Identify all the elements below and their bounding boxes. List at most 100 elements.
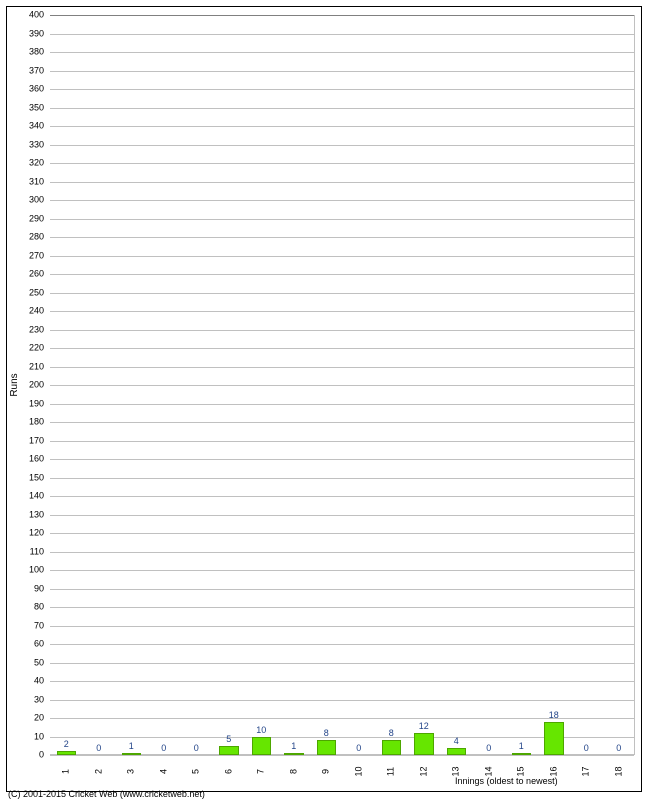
bar xyxy=(382,740,402,755)
x-tick-label: 2 xyxy=(94,769,103,774)
y-tick-label: 140 xyxy=(0,492,44,501)
bar xyxy=(284,753,304,755)
gridline xyxy=(50,163,634,164)
gridline xyxy=(50,52,634,53)
bar xyxy=(414,733,434,755)
bar-value-label: 5 xyxy=(226,735,231,744)
x-tick-label: 16 xyxy=(549,766,558,776)
y-tick-label: 80 xyxy=(0,603,44,612)
bar-value-label: 4 xyxy=(454,737,459,746)
gridline xyxy=(50,404,634,405)
x-tick-label: 9 xyxy=(322,769,331,774)
y-tick-label: 360 xyxy=(0,85,44,94)
y-tick-label: 340 xyxy=(0,122,44,131)
x-axis-label: Innings (oldest to newest) xyxy=(455,777,558,786)
gridline xyxy=(50,274,634,275)
x-tick-label: 11 xyxy=(387,767,396,776)
gridline xyxy=(50,700,634,701)
y-tick-label: 30 xyxy=(0,695,44,704)
gridline xyxy=(50,552,634,553)
y-tick-label: 160 xyxy=(0,455,44,464)
bar-value-label: 12 xyxy=(419,722,429,731)
gridline xyxy=(50,89,634,90)
bar-value-label: 2 xyxy=(64,740,69,749)
bar-value-label: 8 xyxy=(389,729,394,738)
y-tick-label: 260 xyxy=(0,270,44,279)
y-tick-label: 0 xyxy=(0,751,44,760)
y-tick-label: 100 xyxy=(0,566,44,575)
y-tick-label: 300 xyxy=(0,196,44,205)
gridline xyxy=(50,589,634,590)
gridline xyxy=(50,71,634,72)
gridline xyxy=(50,367,634,368)
bar xyxy=(317,740,337,755)
x-tick-label: 8 xyxy=(289,769,298,774)
y-tick-label: 390 xyxy=(0,29,44,38)
bar xyxy=(544,722,564,755)
y-tick-label: 190 xyxy=(0,399,44,408)
x-tick-label: 12 xyxy=(419,766,428,776)
gridline xyxy=(50,626,634,627)
bar-value-label: 1 xyxy=(519,742,524,751)
bar-value-label: 0 xyxy=(194,744,199,753)
y-tick-label: 290 xyxy=(0,214,44,223)
bar-value-label: 0 xyxy=(584,744,589,753)
gridline xyxy=(50,663,634,664)
bar xyxy=(57,751,77,755)
gridline xyxy=(50,330,634,331)
y-tick-label: 350 xyxy=(0,103,44,112)
y-tick-label: 90 xyxy=(0,584,44,593)
x-tick-label: 10 xyxy=(354,766,363,776)
gridline xyxy=(50,515,634,516)
y-tick-label: 380 xyxy=(0,48,44,57)
bar-value-label: 0 xyxy=(616,744,621,753)
bar xyxy=(447,748,467,755)
gridline xyxy=(50,459,634,460)
gridline xyxy=(50,108,634,109)
x-tick-label: 14 xyxy=(484,766,493,776)
y-tick-label: 180 xyxy=(0,418,44,427)
y-tick-label: 10 xyxy=(0,732,44,741)
bar-value-label: 0 xyxy=(161,744,166,753)
gridline xyxy=(50,718,634,719)
bar xyxy=(219,746,239,755)
y-tick-label: 230 xyxy=(0,325,44,334)
gridline xyxy=(50,293,634,294)
bar-value-label: 0 xyxy=(486,744,491,753)
gridline xyxy=(50,15,634,16)
y-tick-label: 50 xyxy=(0,658,44,667)
x-tick-label: 5 xyxy=(192,769,201,774)
gridline xyxy=(50,755,634,756)
y-tick-label: 120 xyxy=(0,529,44,538)
x-tick-label: 13 xyxy=(452,766,461,776)
bar-value-label: 1 xyxy=(291,742,296,751)
y-tick-label: 20 xyxy=(0,714,44,723)
bar-value-label: 1 xyxy=(129,742,134,751)
x-tick-label: 1 xyxy=(62,769,71,774)
gridline xyxy=(50,311,634,312)
bar-value-label: 10 xyxy=(256,726,266,735)
bar xyxy=(512,753,532,755)
gridline xyxy=(50,681,634,682)
bar-value-label: 0 xyxy=(356,744,361,753)
y-tick-label: 170 xyxy=(0,436,44,445)
gridline xyxy=(50,145,634,146)
bar xyxy=(252,737,272,756)
x-tick-label: 17 xyxy=(582,766,591,776)
y-tick-label: 110 xyxy=(0,547,44,556)
gridline xyxy=(50,644,634,645)
y-tick-label: 400 xyxy=(0,11,44,20)
y-tick-label: 280 xyxy=(0,233,44,242)
chart-page: Runs Innings (oldest to newest) (C) 2001… xyxy=(0,0,650,800)
y-tick-label: 210 xyxy=(0,362,44,371)
gridline xyxy=(50,256,634,257)
x-tick-label: 4 xyxy=(159,769,168,774)
bar xyxy=(122,753,142,755)
bar-value-label: 18 xyxy=(549,711,559,720)
y-tick-label: 310 xyxy=(0,177,44,186)
y-tick-label: 40 xyxy=(0,677,44,686)
gridline xyxy=(50,441,634,442)
gridline xyxy=(50,607,634,608)
x-tick-label: 18 xyxy=(614,766,623,776)
x-tick-label: 3 xyxy=(127,769,136,774)
